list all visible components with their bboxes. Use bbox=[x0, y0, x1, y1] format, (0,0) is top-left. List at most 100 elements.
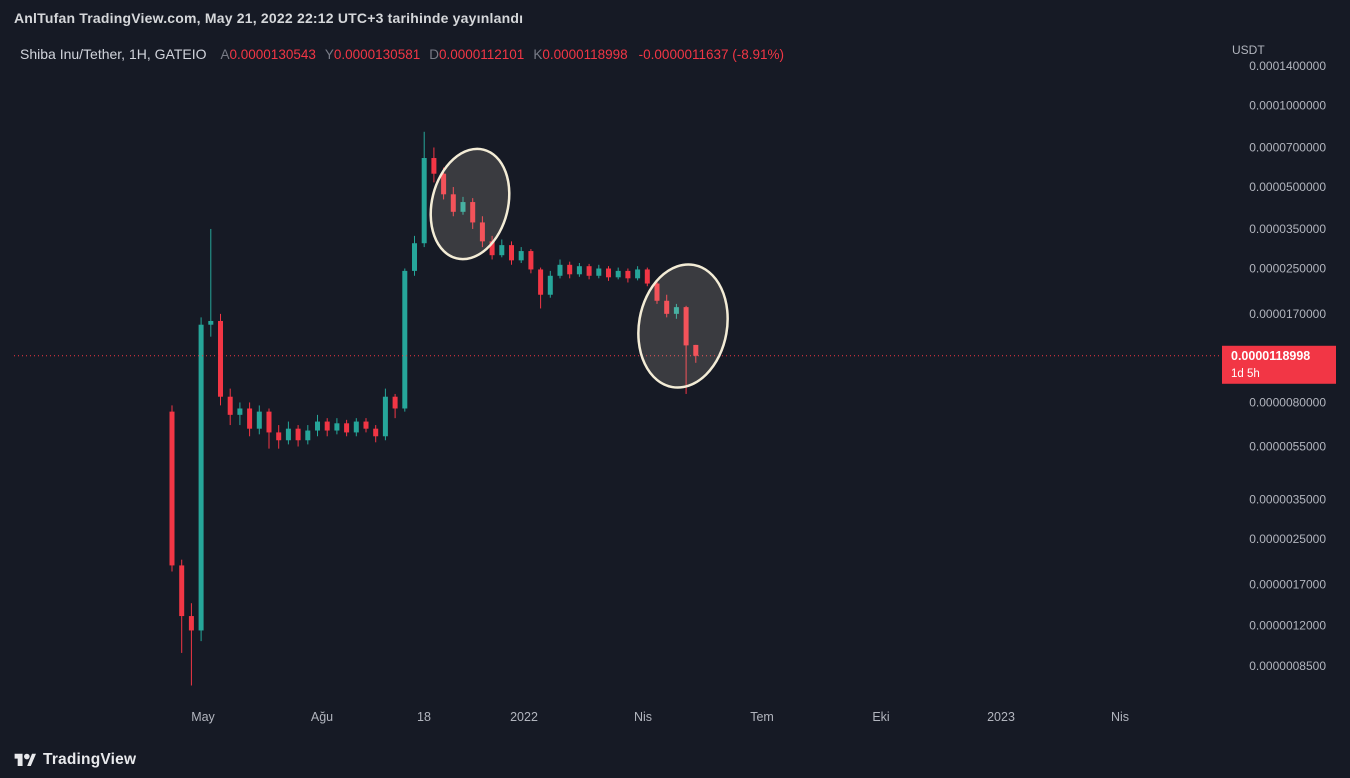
candle bbox=[315, 414, 320, 437]
candle bbox=[179, 559, 185, 653]
candle bbox=[596, 264, 602, 279]
ellipse-annotation bbox=[637, 263, 729, 389]
price-axis-currency: USDT bbox=[1232, 43, 1265, 57]
low-readout: D0.0000112101 bbox=[429, 47, 524, 62]
candles-layer bbox=[169, 131, 699, 686]
price-tick-label: 0.0000170000 bbox=[1249, 307, 1326, 321]
price-axis[interactable]: USDT 0.0001400000 0.0001000000 0.0000700000… bbox=[1232, 43, 1326, 673]
candle bbox=[373, 425, 379, 443]
bar-countdown: 1d 5h bbox=[1231, 368, 1260, 380]
candle bbox=[324, 418, 330, 437]
candle bbox=[392, 393, 398, 419]
chart-legend: Shiba Inu/Tether, 1H, GATEIO A0.00001305… bbox=[20, 46, 784, 62]
candle bbox=[431, 147, 437, 183]
candle bbox=[353, 418, 359, 437]
candle bbox=[644, 267, 650, 287]
price-tick-label: 0.0001000000 bbox=[1249, 99, 1326, 113]
tradingview-attribution[interactable]: TradingView bbox=[14, 751, 136, 769]
time-tick-label: Ağu bbox=[311, 710, 333, 724]
candle bbox=[266, 408, 272, 449]
candle bbox=[489, 235, 495, 260]
candle bbox=[683, 305, 689, 394]
candle bbox=[664, 294, 670, 318]
price-tick-label: 0.0001400000 bbox=[1249, 59, 1326, 73]
tradingview-logo-icon bbox=[14, 753, 36, 766]
price-tick-label: 0.0000700000 bbox=[1249, 140, 1326, 154]
candle bbox=[247, 402, 253, 437]
open-label: A bbox=[220, 47, 230, 62]
candle bbox=[305, 425, 311, 445]
time-tick-label: Nis bbox=[1111, 710, 1129, 724]
close-readout: K0.0000118998 bbox=[533, 47, 627, 62]
price-tick-label: 0.0000012000 bbox=[1249, 618, 1326, 632]
price-tick-label: 0.0000017000 bbox=[1249, 578, 1326, 592]
candle bbox=[188, 603, 194, 686]
candle bbox=[693, 344, 699, 363]
time-tick-label: May bbox=[191, 710, 215, 724]
candle bbox=[518, 247, 524, 264]
price-tick-label: 0.0000250000 bbox=[1249, 262, 1326, 276]
candle bbox=[334, 418, 340, 435]
candle bbox=[625, 268, 631, 283]
symbol-title[interactable]: Shiba Inu/Tether, 1H, GATEIO bbox=[20, 46, 207, 62]
candle bbox=[538, 267, 544, 309]
last-price-badge: 0.0000118998 1d 5h bbox=[1222, 345, 1336, 384]
tradingview-brand-text: TradingView bbox=[43, 751, 137, 768]
candle bbox=[218, 313, 223, 406]
ellipse-drawings-layer bbox=[429, 147, 729, 389]
candle bbox=[363, 418, 369, 433]
close-label: K bbox=[533, 47, 543, 62]
candle bbox=[528, 249, 534, 274]
high-readout: Y0.0000130581 bbox=[325, 47, 420, 62]
time-tick-label: Nis bbox=[634, 710, 652, 724]
candle bbox=[198, 317, 204, 642]
candle bbox=[208, 228, 214, 337]
candle bbox=[227, 388, 233, 426]
published-info: AnlTufan TradingView.com, May 21, 2022 2… bbox=[14, 10, 524, 26]
candle bbox=[382, 388, 388, 441]
time-axis[interactable]: May Ağu 18 2022 Nis Tem Eki 2023 Nis bbox=[191, 710, 1129, 724]
price-tick-label: 0.0000035000 bbox=[1249, 493, 1326, 507]
candle bbox=[344, 419, 350, 437]
candle bbox=[547, 270, 553, 298]
high-label: Y bbox=[324, 47, 334, 62]
open-value: 0.0000130543 bbox=[229, 47, 316, 62]
candle bbox=[654, 280, 660, 304]
candle bbox=[402, 268, 408, 412]
candle bbox=[479, 216, 485, 248]
time-tick-label: Eki bbox=[872, 710, 889, 724]
candle bbox=[295, 425, 301, 447]
ellipse-annotation bbox=[429, 147, 511, 261]
price-tick-label: 0.0000055000 bbox=[1249, 440, 1326, 454]
price-tick-label: 0.0000025000 bbox=[1249, 532, 1326, 546]
candle bbox=[441, 167, 447, 200]
time-tick-label: 2022 bbox=[510, 710, 538, 724]
candle bbox=[421, 131, 427, 248]
candle bbox=[567, 261, 573, 279]
candle bbox=[499, 239, 505, 258]
candle bbox=[673, 303, 679, 319]
price-tick-label: 0.0000008500 bbox=[1249, 659, 1326, 673]
time-tick-label: 2023 bbox=[987, 710, 1015, 724]
candle bbox=[169, 405, 175, 572]
last-price-value: 0.0000118998 bbox=[1231, 349, 1310, 363]
change-value: -0.0000011637 (-8.91%) bbox=[638, 47, 785, 62]
candle bbox=[285, 421, 291, 445]
candle bbox=[276, 425, 282, 449]
price-tick-label: 0.0000080000 bbox=[1249, 395, 1326, 409]
candle bbox=[470, 198, 476, 229]
candle bbox=[576, 263, 582, 277]
candle bbox=[557, 259, 563, 279]
time-tick-label: 18 bbox=[417, 710, 431, 724]
candle bbox=[586, 263, 592, 280]
candle bbox=[460, 196, 466, 215]
candle bbox=[237, 402, 243, 426]
candle bbox=[256, 405, 262, 435]
candle bbox=[635, 266, 641, 281]
candle bbox=[615, 267, 621, 280]
candle bbox=[450, 187, 456, 217]
last-price-badge-bg bbox=[1222, 345, 1336, 384]
close-value: 0.0000118998 bbox=[542, 47, 628, 62]
